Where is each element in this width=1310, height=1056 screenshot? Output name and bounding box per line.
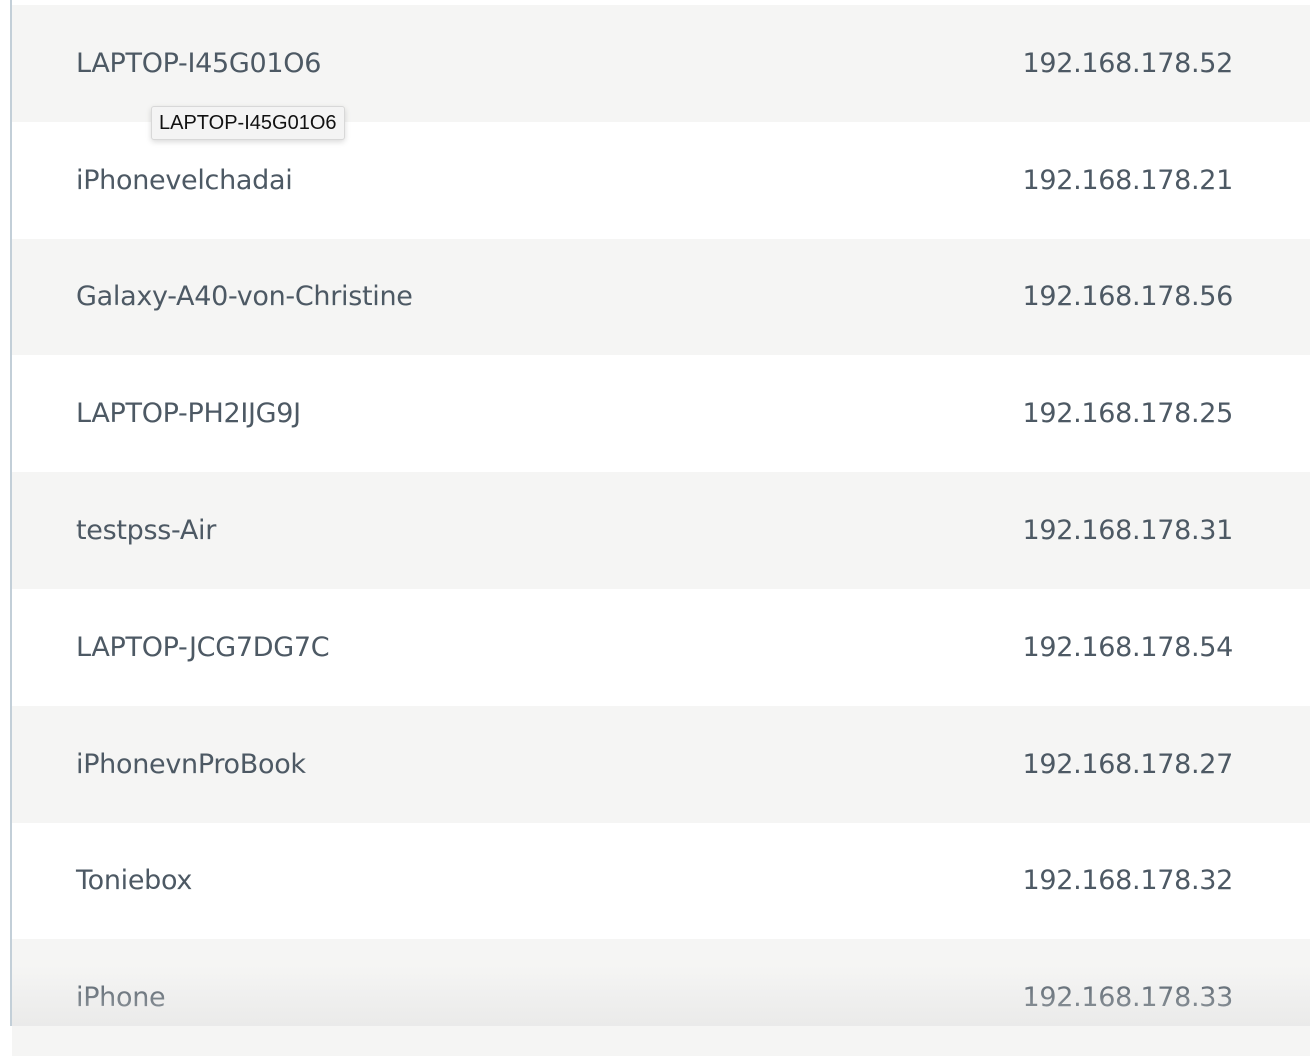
device-ip: 192.168.178.33 [1022, 982, 1233, 1014]
device-name: LAPTOP-I45G01O6 [76, 47, 322, 79]
device-ip: 192.168.178.54 [1022, 631, 1233, 663]
tooltip: LAPTOP-I45G01O6 [151, 106, 345, 140]
device-row[interactable]: testpss-Air 192.168.178.31 [12, 472, 1310, 589]
device-name: LAPTOP-PH2IJG9J [76, 398, 301, 430]
device-ip: 192.168.178.32 [1022, 865, 1233, 897]
device-ip: 192.168.178.27 [1022, 748, 1233, 780]
device-row[interactable]: Galaxy-A40-von-Christine 192.168.178.56 [12, 238, 1310, 356]
device-ip: 192.168.178.31 [1022, 515, 1233, 547]
device-name: LAPTOP-JCG7DG7C [76, 631, 330, 663]
device-row[interactable]: LAPTOP-I45G01O6 192.168.178.52 [12, 5, 1310, 122]
left-border [10, 0, 12, 1026]
device-name: testpss-Air [76, 515, 217, 547]
device-row[interactable]: iPhonevelchadai 192.168.178.21 [12, 121, 1310, 239]
device-row[interactable]: iPhone 192.168.178.33 [12, 939, 1310, 1056]
device-row[interactable]: LAPTOP-JCG7DG7C 192.168.178.54 [12, 588, 1310, 706]
device-name: Galaxy-A40-von-Christine [76, 281, 413, 313]
device-row[interactable]: LAPTOP-PH2IJG9J 192.168.178.25 [12, 355, 1310, 473]
device-row[interactable]: Toniebox 192.168.178.32 [12, 822, 1310, 940]
device-name: Toniebox [76, 865, 193, 897]
device-name: iPhone [76, 982, 166, 1014]
device-name: iPhonevelchadai [76, 164, 293, 196]
device-name: iPhonevnProBook [76, 748, 306, 780]
device-list: LAPTOP-I45G01O6 192.168.178.52 iPhonevelc… [12, 5, 1310, 1056]
device-ip: 192.168.178.21 [1022, 164, 1233, 196]
device-ip: 192.168.178.56 [1022, 281, 1233, 313]
device-row[interactable]: iPhonevnProBook 192.168.178.27 [12, 705, 1310, 823]
device-ip: 192.168.178.25 [1022, 398, 1233, 430]
device-ip: 192.168.178.52 [1022, 47, 1233, 79]
